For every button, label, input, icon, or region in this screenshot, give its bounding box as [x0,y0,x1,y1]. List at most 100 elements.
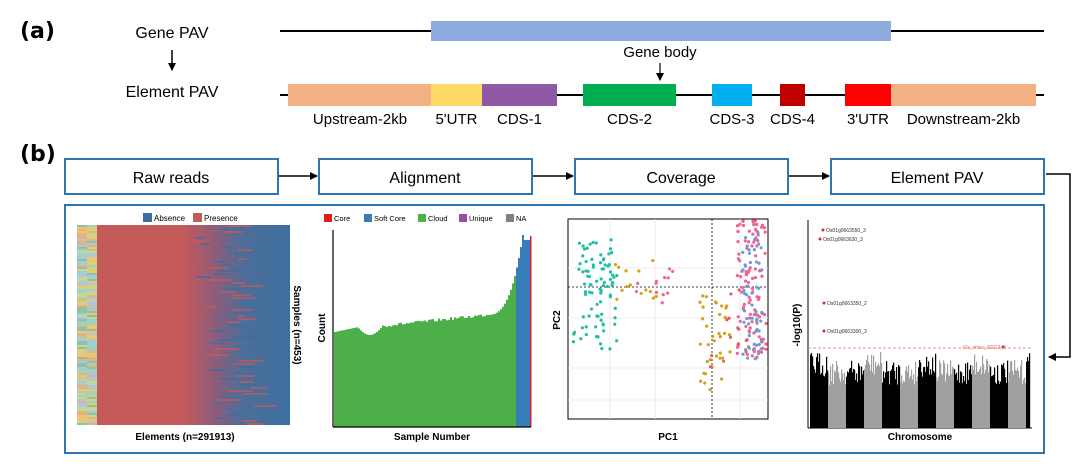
heat-noise [242,303,268,305]
heat-stripe [87,315,97,317]
hist-bar [346,329,348,427]
heat-stripe [87,415,97,417]
heat-stripe [87,393,97,395]
hist-bar [500,309,502,427]
pca-point [701,294,705,298]
heat-legend-swatch-1 [193,213,202,222]
pca-point [757,261,761,265]
pca-point [757,335,761,339]
hist-bar [472,317,474,427]
heat-stripe [77,423,87,425]
manhattan-column [901,375,903,428]
heat-stripe [87,329,97,331]
hist-bar [490,314,492,427]
manhattan-column [845,384,847,428]
pca-point [735,224,740,228]
heat-stripe [87,363,97,365]
pca-point [706,343,710,347]
manhattan-column [867,355,869,428]
manhattan-column [880,352,882,428]
manhattan-column [1014,360,1016,428]
heat-stripe [77,325,87,327]
element-segments: Upstream-2kb 5'UTR CDS-1 CDS-2 CDS-3 CDS-4 3'U… [288,84,1036,128]
manhattan-column [982,355,984,428]
manhattan-column [850,367,852,428]
heat-stripe [87,269,97,271]
heat-stripe [77,383,87,385]
heat-stripe [77,335,87,337]
hist-bar [348,329,350,427]
step-1-label: Alignment [389,170,461,187]
manhattan-ann-2: Os01g0663350_2 [827,301,867,307]
heat-stripe [77,275,87,277]
hist-bar [430,319,432,427]
manhattan-xlabel: Chromosome [888,432,953,443]
heat-legend-swatch-0 [143,213,152,222]
hist-bar-core [530,236,532,427]
heat-noise [227,324,251,326]
heat-stripe [77,409,87,411]
pca-point [610,283,614,287]
hist-bar [478,315,480,427]
heat-stripe [87,377,97,379]
heat-stripe [87,295,97,297]
heat-stripe [77,311,87,313]
heat-stripe [87,351,97,353]
hist-bar [440,320,442,427]
manhattan-column [918,367,920,428]
heat-stripe [77,265,87,267]
heat-stripe [77,351,87,353]
heat-stripe [77,377,87,379]
pca-point [704,295,708,299]
hist-bar [360,330,362,427]
heat-noise [224,408,235,410]
pca-point [743,263,747,267]
pca-point [598,342,603,346]
heat-stripe [87,303,97,305]
pca-point [671,269,675,273]
pca-point [764,321,768,326]
hist-bar [358,328,360,427]
hist-bar [368,334,370,427]
manhattan-column [894,370,896,428]
pca-point [588,242,592,246]
pca-point [736,315,740,319]
heat-stripe [77,337,87,339]
heat-stripe [87,395,97,397]
manhattan-column [1013,374,1015,428]
pca-point [738,222,742,226]
heat-noise [196,255,207,257]
segment-2-label: CDS-1 [497,111,542,128]
manhattan-column [858,363,860,428]
manhattan-column [970,365,972,428]
pca-point [752,240,756,244]
manhattan-column [922,376,924,428]
heat-stripe [87,379,97,381]
heat-stripe [77,343,87,345]
hist-bar [364,333,366,427]
manhattan-ann-1: Os01g0663630_3 [823,237,863,243]
heat-stripe [87,321,97,323]
pca-point [609,238,613,242]
heat-stripe [77,401,87,403]
manhattan-column [847,371,849,428]
manhattan-column [983,364,985,428]
heat-stripe [87,299,97,301]
manhattan-column [875,362,877,428]
pca-point [580,326,584,330]
heat-noise [213,351,222,353]
heat-stripe [87,339,97,341]
manhattan-column [946,373,948,428]
manhattan-column [955,374,957,428]
hist-bar [354,327,356,427]
pca-point [764,342,768,346]
manhattan-column [879,366,881,428]
manhattan-column [1025,383,1027,428]
heat-stripe [77,393,87,395]
pca-point [625,285,629,289]
pca-point [763,230,767,234]
pca-point [738,274,743,279]
pca-point [748,312,752,316]
manhattan-column [935,353,937,428]
